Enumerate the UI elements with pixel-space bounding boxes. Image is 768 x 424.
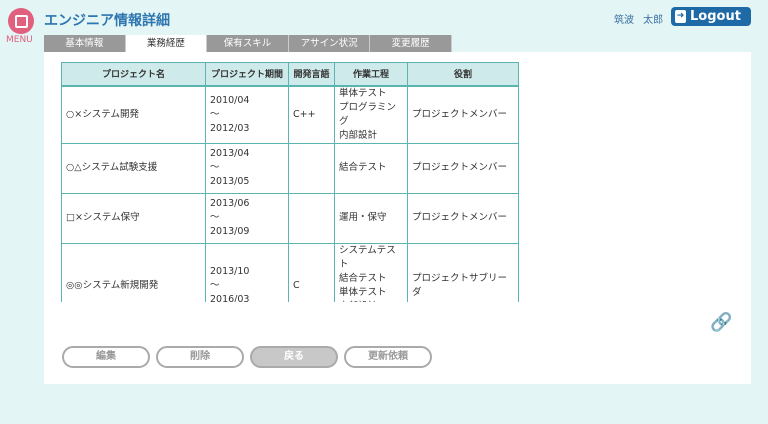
language (288, 192, 335, 244)
process-item: 内部設計 (339, 300, 403, 303)
content-panel: プロジェクト名 プロジェクト期間 開発言語 作業工程 役割 ○×システム開発 2… (44, 52, 751, 384)
col-process: 作業工程 (334, 62, 408, 87)
user-name: 筑波 太郎 (614, 15, 664, 26)
period-from: 2013/06 (210, 198, 250, 209)
edit-button[interactable]: 編集 (62, 346, 150, 368)
table-row[interactable]: ○△システム試験支援 2013/04 ～ 2013/05 結合テスト プロジェクトメ… (61, 142, 519, 194)
tab-bar: 基本情報 業務経歴 保有スキル アサイン状況 変更履歴 (44, 35, 452, 52)
update-request-button[interactable]: 更新依頼 (344, 346, 432, 368)
process-item: 単体テスト (339, 286, 387, 298)
delete-button[interactable]: 削除 (156, 346, 244, 368)
table-row[interactable]: ○×システム開発 2010/04 ～ 2012/03 C++ 単体テストプログラミン… (61, 85, 519, 144)
col-language: 開発言語 (288, 62, 335, 87)
period-from: 2013/04 (210, 148, 250, 159)
process: 結合テスト (334, 142, 408, 194)
period-sep: ～ (210, 162, 220, 173)
project-name: ○△システム試験支援 (61, 142, 206, 194)
role: プロジェクトサブリーダ (407, 242, 519, 302)
period-to: 2013/09 (210, 226, 250, 237)
process-item: 単体テスト (339, 87, 387, 99)
menu-logo-icon[interactable] (8, 8, 34, 34)
logout-icon: ➜ (675, 10, 686, 23)
language (288, 142, 335, 194)
period-sep: ～ (210, 108, 220, 120)
project-name: ○×システム開発 (61, 85, 206, 144)
period-from: 2010/04 (210, 94, 250, 106)
logout-label: Logout (690, 9, 741, 24)
tab-skills[interactable]: 保有スキル (207, 35, 289, 52)
tab-basic-info[interactable]: 基本情報 (44, 35, 126, 52)
period-to: 2012/03 (210, 122, 250, 134)
project-period: 2010/04 ～ 2012/03 (205, 85, 289, 144)
col-project-name: プロジェクト名 (61, 62, 206, 87)
process-item: 結合テスト (339, 162, 387, 173)
project-period: 2013/10 ～ 2016/03 (205, 242, 289, 303)
process: システムテスト結合テスト単体テスト内部設計外部設計 (334, 242, 408, 303)
language: C (288, 242, 335, 302)
col-role: 役割 (407, 62, 519, 87)
period-to: 2013/05 (210, 176, 250, 187)
project-name: □×システム保守 (61, 192, 206, 244)
process: 運用・保守 (334, 192, 408, 244)
process: 単体テストプログラミング内部設計 (334, 85, 408, 144)
project-period: 2013/06 ～ 2013/09 (205, 192, 289, 244)
menu-label[interactable]: MENU (6, 35, 33, 45)
page-title: エンジニア情報詳細 (44, 13, 170, 29)
process-item: 運用・保守 (339, 212, 387, 223)
process-item: システムテスト (339, 244, 396, 270)
table-row[interactable]: □×システム保守 2013/06 ～ 2013/09 運用・保守 プロジェクトメンバ… (61, 192, 519, 244)
role: プロジェクトメンバー (407, 192, 519, 244)
back-button[interactable]: 戻る (250, 346, 338, 368)
tab-work-history[interactable]: 業務経歴 (125, 35, 208, 52)
project-name: ◎◎システム新規開発 (61, 242, 206, 302)
link-icon[interactable]: 🔗 (710, 312, 733, 333)
period-sep: ～ (210, 279, 220, 291)
work-history-table: プロジェクト名 プロジェクト期間 開発言語 作業工程 役割 ○×システム開発 2… (61, 62, 519, 302)
language: C++ (288, 85, 335, 144)
work-history-table-scroll[interactable]: プロジェクト名 プロジェクト期間 開発言語 作業工程 役割 ○×システム開発 2… (61, 62, 519, 302)
role: プロジェクトメンバー (407, 85, 519, 144)
process-item: 内部設計 (339, 129, 378, 141)
period-sep: ～ (210, 212, 220, 223)
tab-assignment[interactable]: アサイン状況 (288, 35, 371, 52)
project-period: 2013/04 ～ 2013/05 (205, 142, 289, 194)
logout-button[interactable]: ➜ Logout (671, 7, 751, 26)
process-item: プログラミング (339, 101, 397, 127)
tab-change-history[interactable]: 変更履歴 (370, 35, 452, 52)
period-from: 2013/10 (210, 265, 250, 277)
role: プロジェクトメンバー (407, 142, 519, 194)
table-row[interactable]: ◎◎システム新規開発 2013/10 ～ 2016/03 C システムテスト結合テス… (61, 242, 519, 303)
period-to: 2016/03 (210, 293, 250, 303)
process-item: 結合テスト (339, 272, 387, 284)
col-period: プロジェクト期間 (205, 62, 289, 87)
